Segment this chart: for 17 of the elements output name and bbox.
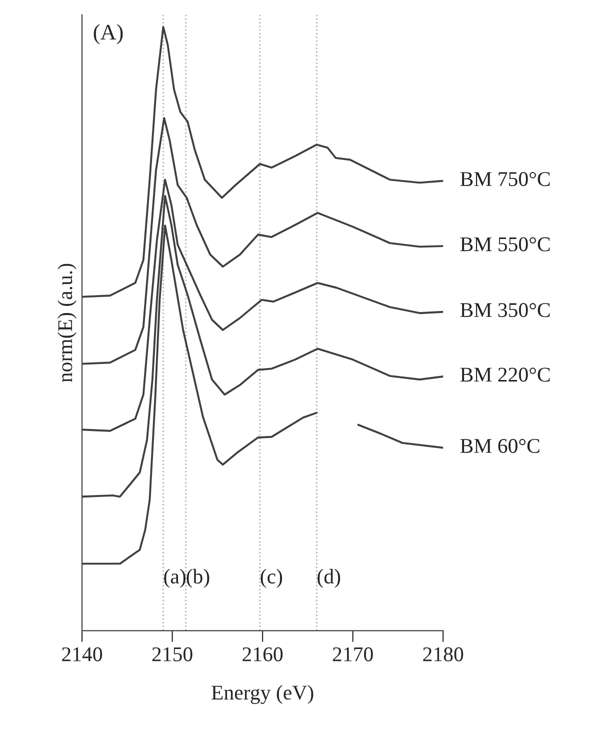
- y-axis-title: norm(E) (a.u.): [58, 264, 76, 382]
- ref-line-label: (c): [260, 568, 282, 588]
- series-label: BM 350°C: [460, 303, 550, 318]
- series-label: BM 60°C: [460, 438, 540, 453]
- ref-line-label: (d): [318, 568, 340, 588]
- annotation: (A): [94, 24, 123, 44]
- series-label: BM 750°C: [460, 172, 550, 186]
- series-label: BM 220°C: [460, 368, 550, 382]
- x-tick-label: 2150: [152, 647, 192, 662]
- series-label: BM 550°C: [460, 237, 550, 252]
- x-tick-label: 2160: [242, 647, 283, 662]
- x-tick-label: 2140: [62, 647, 102, 662]
- ref-line-label: (a): [164, 568, 186, 588]
- x-axis-title: Energy (eV): [212, 685, 314, 704]
- x-tick-label: 2180: [423, 647, 464, 662]
- x-tick-label: 2170: [332, 647, 373, 662]
- ref-line-label: (b): [186, 568, 210, 588]
